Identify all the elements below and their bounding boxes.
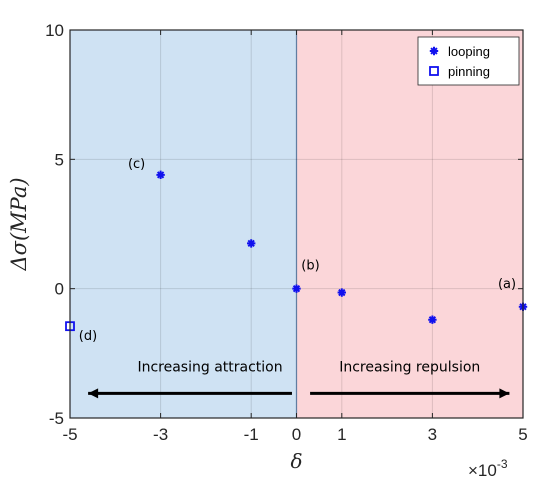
x-axis-label: δ: [290, 449, 302, 473]
point-label: (b): [301, 259, 319, 274]
x-tick-label: -1: [244, 425, 259, 444]
looping-point: [292, 284, 301, 293]
attraction-arrow-head: [88, 388, 99, 399]
region-label-attraction: Increasing attraction: [137, 359, 282, 375]
looping-point: [337, 288, 346, 297]
ticks-layer: -5 -3 -1 0 1 3 5 -5 0 5 10: [45, 21, 528, 444]
x-axis-exponent-base: ×10: [468, 461, 497, 480]
repulsion-arrow-head: [499, 388, 510, 399]
looping-point: [156, 170, 165, 180]
legend-marker-looping: [429, 46, 439, 56]
region-label-repulsion: Increasing repulsion: [339, 359, 480, 375]
looping-point-glyph: [428, 315, 437, 324]
point-label: (c): [128, 157, 145, 172]
x-tick-label: -5: [62, 425, 77, 444]
region-repulsion: [296, 30, 523, 418]
arrows-layer: Increasing attraction Increasing repulsio…: [88, 359, 510, 399]
legend: looping pinning: [417, 36, 520, 86]
y-tick-label: 0: [55, 280, 64, 299]
points-layer: (c) (b) (a) (d): [65, 157, 528, 344]
looping-point: [428, 315, 437, 324]
looping-point-glyph: [429, 46, 439, 56]
looping-point-glyph: [337, 288, 346, 297]
x-tick-label: 3: [428, 425, 437, 444]
regions-layer: [70, 30, 523, 418]
y-tick-label: -5: [49, 409, 64, 428]
y-tick-label: 5: [55, 150, 64, 169]
legend-marker-pinning: [429, 66, 439, 76]
looping-point-glyph: [247, 239, 256, 248]
x-tick-label: 0: [292, 425, 301, 444]
x-axis-exponent-power: -3: [497, 457, 508, 471]
looping-point: [247, 239, 256, 248]
looping-point-glyph: [156, 170, 165, 180]
plot-frame: [69, 29, 524, 419]
y-axis-label: Δσ(MPa): [7, 177, 31, 271]
point-label: (a): [498, 277, 516, 292]
x-tick-label: 5: [518, 425, 527, 444]
region-attraction: [70, 30, 297, 418]
x-axis-exponent: ×10-3: [468, 457, 508, 480]
x-tick-label: -3: [153, 425, 168, 444]
legend-entry-label: pinning: [448, 64, 490, 79]
x-tick-label: 1: [337, 425, 346, 444]
legend-entry-label: looping: [448, 44, 490, 59]
legend-box: [417, 36, 520, 86]
y-tick-label: 10: [45, 21, 64, 40]
point-label: (d): [79, 329, 97, 344]
looping-point-glyph: [292, 284, 301, 293]
